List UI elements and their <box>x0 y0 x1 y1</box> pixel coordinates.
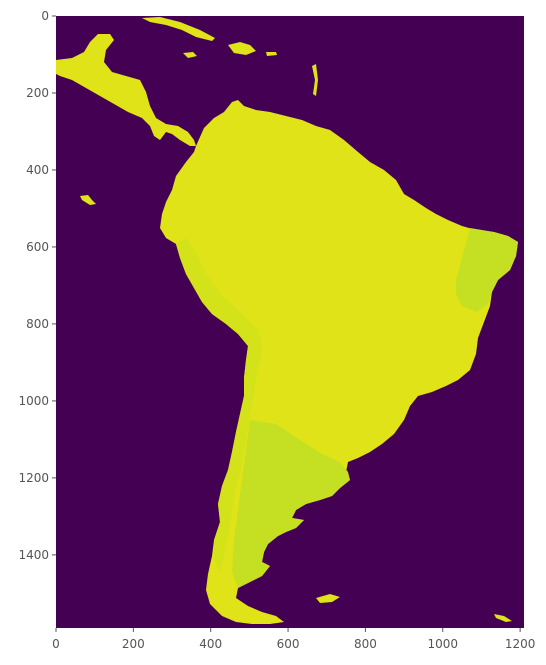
y-tick-label: 1200 <box>18 471 49 485</box>
x-tick-label: 800 <box>354 637 377 651</box>
y-tick-label: 400 <box>26 163 49 177</box>
x-tick-label: 0 <box>52 637 60 651</box>
hispaniola-island <box>228 42 256 55</box>
x-tick-label: 1000 <box>428 637 459 651</box>
y-tick-label: 1000 <box>18 394 49 408</box>
y-tick-label: 1400 <box>18 548 49 562</box>
central-america-landmass <box>56 34 196 146</box>
lesser-antilles-islands <box>312 64 318 96</box>
puerto-rico-island <box>266 52 277 56</box>
y-tick-label: 0 <box>41 9 49 23</box>
jamaica-island <box>183 52 197 58</box>
caribbean-islands <box>80 17 512 622</box>
y-axis: 0 200 400 600 800 1000 1200 1400 <box>18 9 56 562</box>
falkland-islands <box>316 594 340 603</box>
brazilian-highlands-region <box>456 228 518 312</box>
galapagos-islands <box>80 195 96 205</box>
patagonia-region <box>232 420 350 588</box>
cuba-island <box>142 17 215 41</box>
x-tick-label: 200 <box>122 637 145 651</box>
x-axis: 0 200 400 600 800 1000 1200 <box>52 628 535 651</box>
x-tick-label: 1200 <box>505 637 536 651</box>
south-georgia-island <box>494 614 512 622</box>
x-tick-label: 400 <box>199 637 222 651</box>
y-tick-label: 200 <box>26 86 49 100</box>
andes-region <box>176 238 262 572</box>
x-tick-label: 600 <box>277 637 300 651</box>
y-tick-label: 800 <box>26 317 49 331</box>
y-tick-label: 600 <box>26 240 49 254</box>
